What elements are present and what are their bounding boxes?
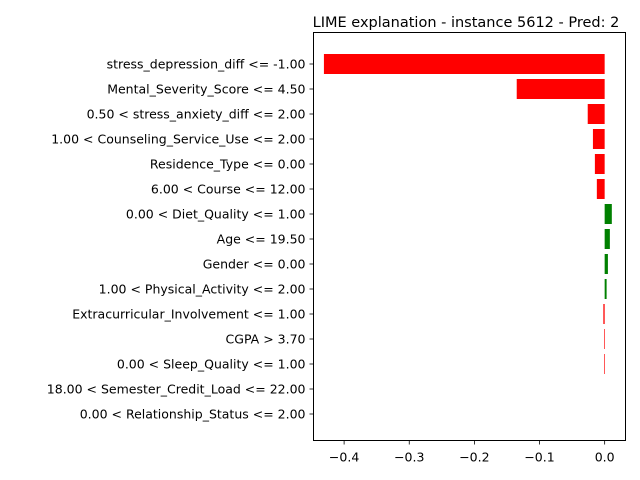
- bar: [596, 179, 605, 199]
- y-tick-label: 0.00 < Relationship_Status <= 2.00: [80, 407, 306, 422]
- bar: [604, 279, 607, 299]
- y-tick-label: 18.00 < Semester_Credit_Load <= 22.00: [47, 382, 306, 397]
- x-tick-label: −0.3: [394, 450, 424, 465]
- y-tick-label: 0.50 < stress_anxiety_diff <= 2.00: [87, 107, 306, 122]
- y-tick-labels: stress_depression_diff <= -1.00 Mental_Se…: [47, 57, 314, 422]
- bar: [587, 104, 605, 124]
- y-tick-label: 0.00 < Sleep_Quality <= 1.00: [117, 357, 306, 372]
- y-tick-label: 1.00 < Counseling_Service_Use <= 2.00: [51, 132, 305, 147]
- y-tick-label: Mental_Severity_Score <= 4.50: [107, 82, 305, 97]
- plot-frame: [313, 32, 626, 441]
- y-tick-label: Gender <= 0.00: [203, 257, 306, 272]
- chart-title: LIME explanation - instance 5612 - Pred:…: [313, 15, 620, 31]
- bar: [603, 304, 605, 324]
- bar: [604, 329, 605, 349]
- bar: [604, 204, 612, 224]
- bar: [323, 54, 605, 74]
- x-tick-label: −0.4: [329, 450, 359, 465]
- y-tick-label: CGPA > 3.70: [226, 332, 306, 347]
- x-tick-label: 0.0: [595, 450, 615, 465]
- y-tick-label: 6.00 < Course <= 12.00: [151, 182, 306, 197]
- y-tick-label: 1.00 < Physical_Activity <= 2.00: [99, 282, 306, 297]
- x-tick-label: −0.2: [459, 450, 489, 465]
- bar: [592, 129, 605, 149]
- y-tick-label: Residence_Type <= 0.00: [150, 157, 306, 172]
- bar: [516, 79, 605, 99]
- bars-group: [323, 54, 612, 374]
- y-tick-label: 0.00 < Diet_Quality <= 1.00: [126, 207, 306, 222]
- bar: [604, 254, 608, 274]
- y-tick-label: stress_depression_diff <= -1.00: [107, 57, 306, 72]
- bar: [604, 229, 610, 249]
- x-ticks: −0.4 −0.3 −0.2 −0.1 0.0: [329, 440, 615, 465]
- bar: [594, 154, 605, 174]
- y-tick-label: Age <= 19.50: [217, 232, 306, 247]
- y-tick-label: Extracurricular_Involvement <= 1.00: [72, 307, 305, 322]
- bar: [604, 354, 605, 374]
- x-tick-label: −0.1: [524, 450, 554, 465]
